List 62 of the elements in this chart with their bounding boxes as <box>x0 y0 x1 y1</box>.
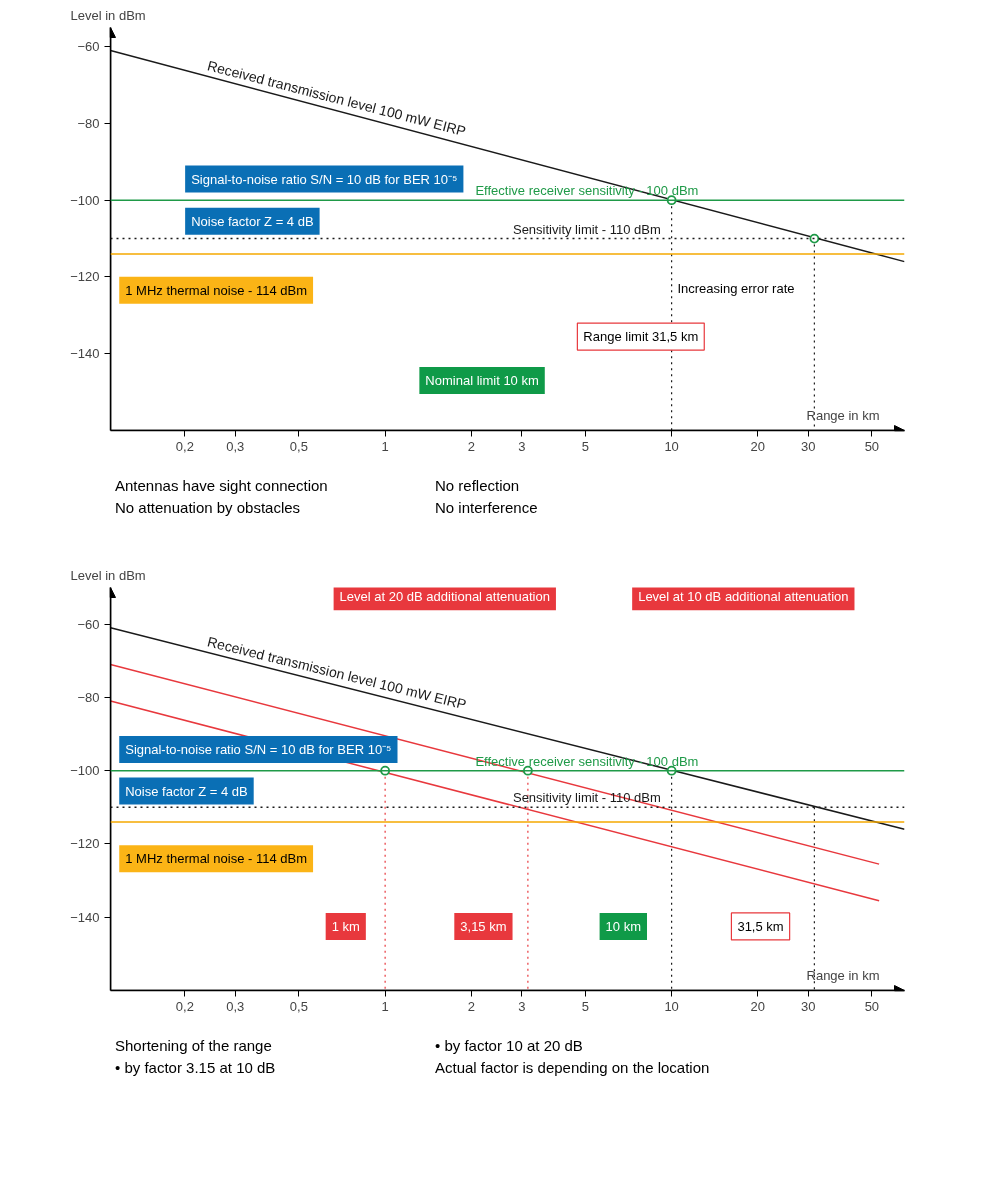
x-tick-label: 2 <box>467 998 475 1014</box>
x-tick-label: 0,3 <box>226 438 245 454</box>
text: • by factor 3.15 at 10 dB <box>115 1058 277 1078</box>
text: Antennas have sight connection <box>115 476 329 496</box>
y-tick-label: −60 <box>77 616 100 632</box>
x-tick-label: 30 <box>801 998 816 1014</box>
x-tick-label: 0,2 <box>175 998 194 1014</box>
x-tick-label: 10 <box>664 998 679 1014</box>
annotation: Signal-to-noise ratio S/N = 10 dB for BER 10⁻⁵ <box>191 171 458 187</box>
x-tick-label: 50 <box>864 998 880 1014</box>
ref-line-label: Effective receiver sensitivity - 100 dBm <box>475 183 699 199</box>
y-tick-label: −80 <box>77 115 100 131</box>
ref-line-label: Effective receiver sensitivity - 100 dBm <box>475 753 699 769</box>
annotation: Signal-to-noise ratio S/N = 10 dB for BER 10⁻⁵ <box>125 742 392 758</box>
text: Actual factor is depending on the location <box>435 1058 711 1078</box>
x-tick-label: 20 <box>750 998 766 1014</box>
y-tick-label: −100 <box>70 763 100 779</box>
annotation: 1 MHz thermal noise - 114 dBm <box>125 851 308 867</box>
y-tick-label: −140 <box>70 346 100 362</box>
x-axis-title: Range in km <box>806 967 880 983</box>
annotation: Increasing error rate <box>677 281 795 297</box>
x-axis-title: Range in km <box>806 407 880 423</box>
y-tick-label: −60 <box>77 39 100 55</box>
x-tick-label: 2 <box>467 438 475 454</box>
annotation: Nominal limit 10 km <box>425 373 539 389</box>
x-tick-label: 5 <box>581 998 589 1014</box>
x-tick-label: 3 <box>518 998 526 1014</box>
x-tick-label: 30 <box>801 438 816 454</box>
annotation: 31,5 km <box>737 918 784 934</box>
annotation: Level at 10 dB additional attenuation <box>638 589 849 605</box>
x-tick-label: 3 <box>518 438 526 454</box>
y-tick-label: −100 <box>70 192 100 208</box>
y-axis-title: Level in dBm <box>70 567 146 583</box>
text: Shortening of the range <box>115 1036 273 1056</box>
y-tick-label: −140 <box>70 909 100 925</box>
annotation: 1 MHz thermal noise - 114 dBm <box>125 282 308 298</box>
x-tick-label: 0,3 <box>226 998 245 1014</box>
annotation: Range limit 31,5 km <box>583 329 699 345</box>
x-tick-label: 1 <box>381 998 389 1014</box>
x-tick-label: 0,2 <box>175 438 194 454</box>
annotation: 10 km <box>605 918 642 934</box>
y-tick-label: −80 <box>77 689 100 705</box>
annotation: Level at 20 dB additional attenuation <box>339 589 550 605</box>
x-tick-label: 5 <box>581 438 589 454</box>
y-tick-label: −120 <box>70 836 100 852</box>
text: No interference <box>435 498 539 518</box>
text: No reflection <box>435 476 521 496</box>
annotation: Noise factor Z = 4 dB <box>125 783 248 799</box>
ref-line-label: Sensitivity limit - 110 dBm <box>512 221 661 237</box>
annotation: Noise factor Z = 4 dB <box>191 213 314 229</box>
y-tick-label: −120 <box>70 269 100 285</box>
text: No attenuation by obstacles <box>115 498 302 518</box>
annotation: 3,15 km <box>460 918 507 934</box>
x-tick-label: 50 <box>864 438 880 454</box>
x-tick-label: 1 <box>381 438 389 454</box>
x-tick-label: 20 <box>750 438 766 454</box>
x-tick-label: 0,5 <box>289 438 308 454</box>
y-axis-title: Level in dBm <box>70 7 146 23</box>
x-tick-label: 10 <box>664 438 679 454</box>
x-tick-label: 0,5 <box>289 998 308 1014</box>
text: • by factor 10 at 20 dB <box>435 1036 584 1056</box>
annotation: 1 km <box>331 918 360 934</box>
